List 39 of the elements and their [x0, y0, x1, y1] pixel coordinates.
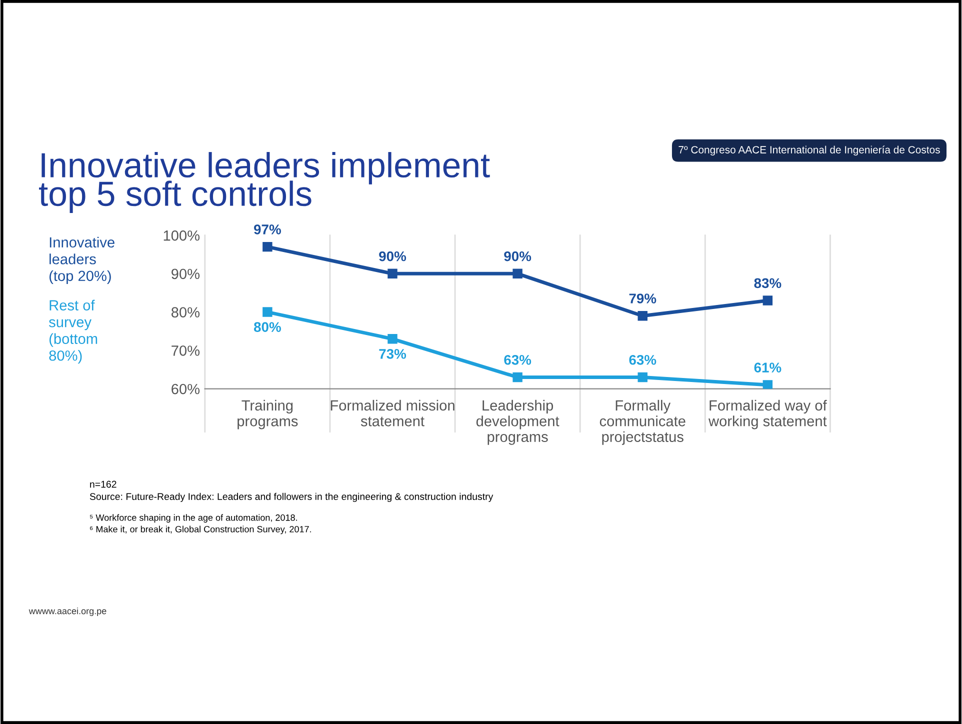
text: 63%: [629, 354, 656, 365]
point: [638, 311, 648, 321]
text: 61%: [754, 362, 782, 372]
source-note: Source: Future-Ready Index: Leaders and followers in the engineering & construction industry: [90, 492, 494, 502]
x-tick-label: Training programs: [238, 400, 298, 430]
point: [262, 242, 272, 252]
point: [262, 307, 272, 317]
text: ⁶ Make it, or break it, Global Construction Survey, 2017.: [90, 526, 311, 534]
y-tick-label: 70%: [172, 346, 200, 356]
text: n=162: [90, 480, 116, 488]
y-tick-label: 90%: [172, 268, 200, 280]
text: 79%: [629, 294, 656, 304]
text: ⁵ Workforce shaping in the age of automation, 2018.: [90, 514, 297, 523]
point: [762, 380, 773, 389]
x-tick-label: Leadership development programs: [476, 400, 560, 445]
text: 73%: [379, 348, 406, 359]
text: 63%: [504, 354, 532, 365]
x-tick-label: Formally communicate projectstatus: [600, 400, 686, 445]
point: [512, 268, 522, 279]
text: 7º Congreso AACE International de Ingeniería de Costos: [678, 146, 940, 156]
x-tick-label: Formalized mission statement: [330, 400, 454, 426]
text: 97%: [254, 224, 281, 234]
text: Innovative leaders (top 20%): [49, 236, 114, 284]
y-tick-label: 80%: [171, 307, 200, 318]
point: [388, 268, 398, 279]
point: [638, 372, 648, 382]
text: wwww.aacei.org.pe: [28, 608, 106, 616]
y-tick-label: 60%: [172, 384, 200, 394]
y-tick-label: 100%: [164, 230, 200, 241]
text: 90%: [379, 251, 406, 262]
text: 90%: [504, 251, 532, 262]
text: 80%: [254, 322, 281, 332]
point: [762, 296, 773, 306]
point: [512, 372, 522, 382]
chart-title: Innovative leaders implement top 5 soft controls: [39, 152, 490, 213]
text: 83%: [754, 278, 782, 288]
text: Rest of survey (bottom 80%): [48, 300, 98, 364]
x-tick-label: Formalized way of working statement: [708, 400, 827, 430]
point: [388, 334, 398, 344]
